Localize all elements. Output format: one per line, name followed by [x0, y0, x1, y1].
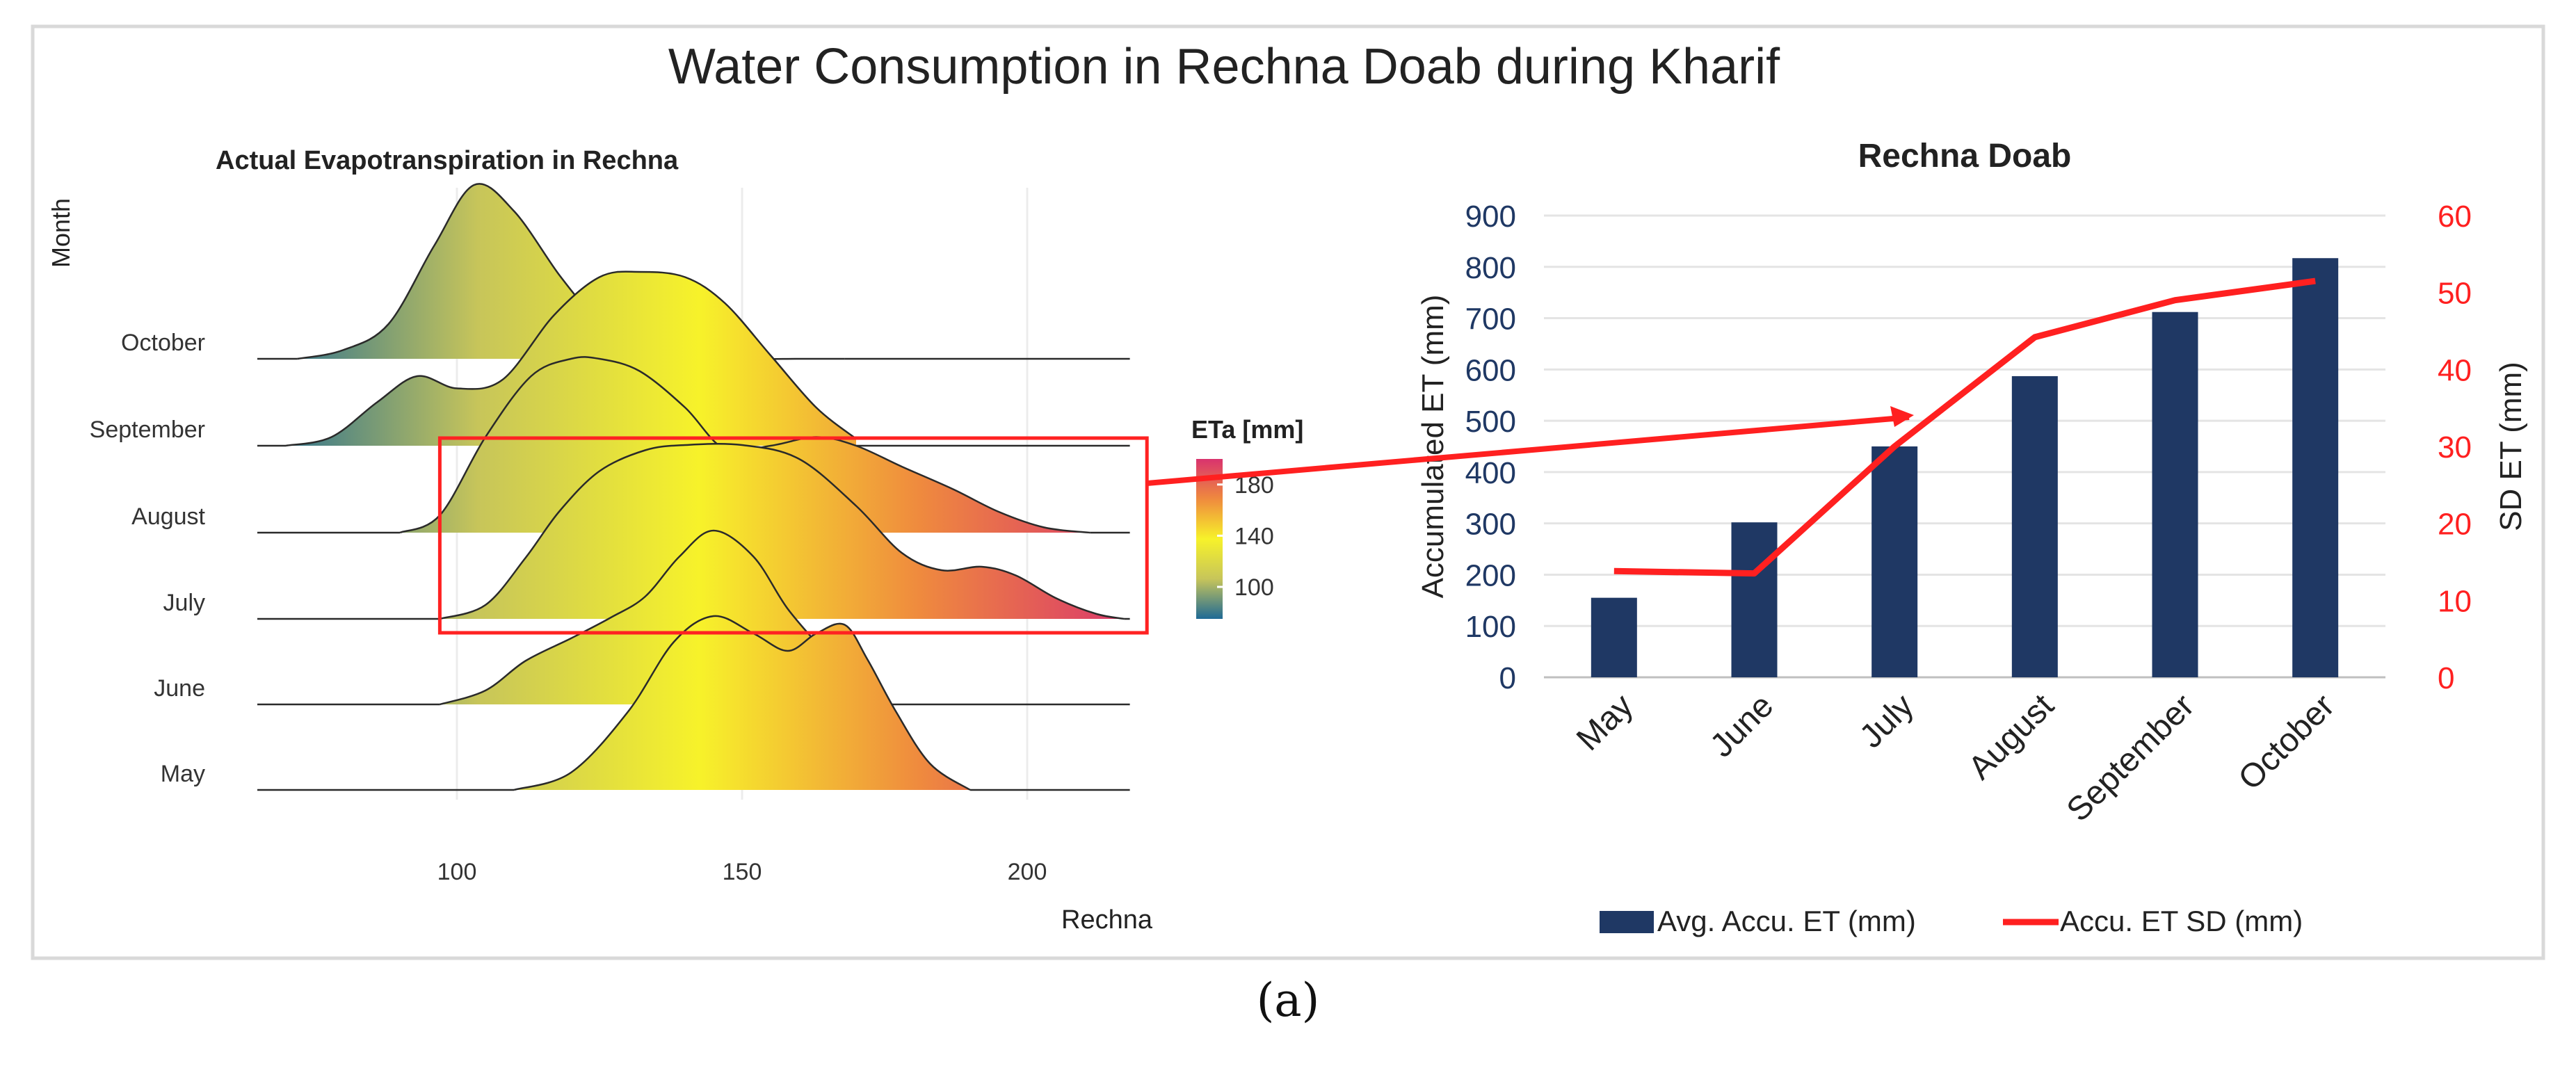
ridge-fill-may: [514, 615, 970, 790]
right-axis-tick-label: 50: [2438, 277, 2472, 311]
left-axis-label: Accumulated ET (mm): [1416, 295, 1450, 599]
figure-border: [31, 24, 2545, 960]
left-axis-tick-label: 100: [1465, 610, 1516, 644]
ridge-category-label: September: [90, 417, 205, 443]
left-axis-tick-label: 600: [1465, 353, 1516, 387]
right-axis-tick-label: 0: [2438, 661, 2454, 695]
ridge-fill-october: [297, 184, 845, 360]
bar-october: [2292, 258, 2339, 677]
highlight-box: [437, 436, 1149, 635]
left-axis-tick-label: 0: [1499, 661, 1516, 695]
ridge-xtick-label: 200: [1008, 859, 1047, 885]
legend-bar-label: Avg. Accu. ET (mm): [1657, 905, 1916, 937]
combo-title: Rechna Doab: [1858, 138, 2072, 175]
right-axis-tick-label: 30: [2438, 430, 2472, 465]
left-axis-tick-label: 500: [1465, 405, 1516, 439]
connector-line: [1146, 414, 1910, 486]
right-axis-tick-label: 10: [2438, 584, 2472, 618]
ridge-curve-may: [513, 615, 971, 791]
left-axis-tick-label: 200: [1465, 558, 1516, 592]
right-axis-tick-label: 40: [2438, 353, 2472, 387]
ridge-curve-september: [285, 270, 857, 447]
ridge-ylabel: Month: [47, 198, 75, 268]
bar-september: [2152, 312, 2198, 677]
legend-title: ETa [mm]: [1191, 415, 1303, 444]
legend-line-label: Accu. ET SD (mm): [2060, 905, 2303, 937]
ridge-curve-july: [440, 442, 1125, 620]
ridge-fill-august: [400, 357, 1090, 533]
left-axis-tick-label: 400: [1465, 456, 1516, 490]
highlight-connector: [1146, 406, 1914, 486]
sd-line: [1613, 277, 2316, 577]
left-axis-tick-label: 800: [1465, 251, 1516, 285]
figure-title: Water Consumption in Rechna Doab during …: [668, 39, 1780, 95]
ridge-xtick-label: 100: [437, 859, 477, 885]
ridge-category-label: June: [154, 675, 205, 702]
ridgeline-chart: Actual Evapotranspiration in Rechna Month…: [47, 146, 1303, 935]
bar-july: [1871, 446, 1918, 677]
ridge-title: Actual Evapotranspiration in Rechna: [216, 146, 679, 175]
bar-may: [1591, 597, 1637, 677]
right-axis-tick-label: 20: [2438, 508, 2472, 542]
legend-bar-swatch: [1600, 911, 1654, 933]
legend-colorbar: [1196, 459, 1223, 619]
right-axis-label: SD ET (mm): [2494, 362, 2528, 531]
legend-tick-label: 140: [1234, 523, 1274, 549]
ridge-fill-july: [440, 444, 1125, 619]
ridge-xtick-label: 150: [723, 859, 762, 885]
ridge-category-label: October: [121, 330, 205, 356]
connector-arrowhead: [1890, 406, 1914, 427]
ridge-xlabel: Rechna: [1061, 905, 1153, 935]
left-axis-tick-label: 700: [1465, 302, 1516, 337]
figure-caption: (a): [1256, 974, 1320, 1027]
bar-august: [2011, 375, 2058, 677]
ridge-category-label: August: [131, 503, 205, 530]
ridge-category-label: May: [161, 761, 205, 787]
bar-june: [1731, 522, 1778, 677]
right-axis-tick-label: 60: [2438, 200, 2472, 234]
legend-tick-label: 100: [1234, 574, 1274, 601]
ridge-category-label: July: [163, 590, 205, 616]
left-axis-tick-label: 900: [1465, 200, 1516, 234]
left-axis-tick-label: 300: [1465, 508, 1516, 542]
